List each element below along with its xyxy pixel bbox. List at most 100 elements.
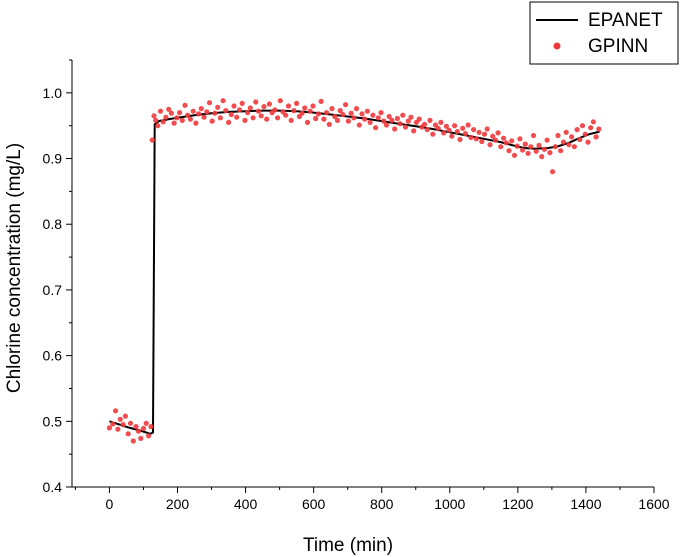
data-point-gpinn — [373, 125, 379, 131]
data-point-gpinn — [253, 99, 259, 105]
data-point-gpinn — [291, 108, 297, 114]
y-tick-label: 0.6 — [43, 348, 63, 364]
data-point-gpinn — [261, 104, 267, 110]
data-point-gpinn — [193, 120, 199, 126]
x-tick-label: 800 — [370, 496, 394, 512]
data-point-gpinn — [258, 113, 264, 119]
data-point-gpinn — [304, 119, 311, 125]
data-point-gpinn — [356, 122, 362, 128]
data-point-gpinn — [228, 111, 234, 118]
legend-label-gpinn: GPINN — [588, 36, 648, 57]
data-point-gpinn — [166, 106, 172, 112]
x-tick-label: 1600 — [638, 496, 669, 512]
data-point-gpinn — [378, 110, 384, 116]
data-point-gpinn — [511, 152, 518, 158]
data-point-gpinn — [528, 144, 534, 150]
data-point-gpinn — [313, 115, 319, 122]
data-point-gpinn — [530, 132, 537, 139]
x-tick-label: 1400 — [570, 496, 601, 512]
data-point-gpinn — [264, 116, 270, 122]
data-point-gpinn — [435, 125, 441, 131]
data-point-gpinn — [182, 102, 188, 108]
data-point-gpinn — [163, 114, 169, 120]
data-point-gpinn — [351, 115, 357, 121]
data-point-gpinn — [294, 100, 300, 106]
data-point-gpinn — [113, 408, 119, 414]
data-point-gpinn — [498, 144, 504, 150]
data-point-gpinn — [370, 112, 376, 118]
data-point-gpinn — [171, 120, 177, 126]
data-point-gpinn — [160, 119, 166, 125]
data-point-gpinn — [495, 130, 501, 136]
data-point-gpinn — [236, 107, 243, 113]
data-point-gpinn — [462, 131, 468, 137]
x-tick-label: 1200 — [502, 496, 533, 512]
data-point-gpinn — [536, 142, 542, 148]
data-point-gpinn — [408, 114, 414, 120]
data-point-gpinn — [326, 121, 332, 127]
data-point-gpinn — [321, 116, 327, 122]
legend-box — [529, 1, 679, 65]
data-point-gpinn — [367, 119, 373, 125]
y-tick-label: 0.9 — [43, 151, 63, 167]
data-point-gpinn — [135, 428, 141, 434]
data-point-gpinn — [275, 115, 281, 121]
data-point-gpinn — [394, 115, 400, 122]
data-point-gpinn — [299, 110, 305, 116]
data-point-gpinn — [593, 134, 599, 140]
data-point-gpinn — [492, 137, 498, 143]
data-point-gpinn — [110, 421, 116, 427]
data-point-gpinn — [471, 127, 477, 133]
data-point-gpinn — [206, 100, 213, 106]
data-point-gpinn — [520, 147, 526, 153]
data-point-gpinn — [266, 101, 272, 107]
data-point-gpinn — [187, 116, 193, 122]
data-point-gpinn — [168, 110, 174, 116]
data-point-gpinn — [590, 119, 597, 125]
legend-swatch-gpinn — [553, 42, 561, 50]
data-point-gpinn — [157, 108, 164, 114]
x-tick-label: 200 — [166, 496, 190, 512]
data-point-gpinn — [177, 110, 183, 116]
y-tick-label: 0.7 — [43, 282, 63, 298]
data-point-gpinn — [288, 117, 294, 123]
data-point-gpinn — [198, 106, 204, 112]
data-point-gpinn — [392, 126, 398, 132]
y-axis-title: Chlorine concentration (mg/L) — [4, 143, 25, 393]
y-tick-label: 1.0 — [43, 85, 63, 101]
data-point-gpinn — [533, 148, 539, 154]
data-point-gpinn — [443, 123, 449, 129]
data-point-gpinn — [588, 125, 594, 131]
data-point-gpinn — [525, 150, 531, 156]
data-point-gpinn — [283, 112, 289, 118]
data-point-gpinn — [465, 122, 471, 128]
data-point-gpinn — [302, 105, 308, 111]
y-tick-label: 0.4 — [43, 479, 63, 495]
data-point-gpinn — [353, 106, 360, 112]
data-point-gpinn — [226, 119, 232, 125]
data-point-gpinn — [506, 148, 512, 154]
data-point-gpinn — [345, 118, 351, 124]
data-point-gpinn — [133, 424, 139, 430]
data-point-gpinn — [122, 413, 128, 419]
data-point-gpinn — [579, 123, 586, 129]
data-point-gpinn — [149, 137, 155, 143]
plot-area — [106, 98, 602, 444]
data-point-gpinn — [539, 154, 545, 160]
data-point-gpinn — [402, 124, 409, 130]
data-point-gpinn — [250, 115, 256, 121]
legend: EPANET GPINN — [529, 1, 679, 65]
data-point-gpinn — [190, 108, 196, 114]
data-point-gpinn — [239, 100, 245, 106]
data-point-gpinn — [427, 117, 433, 123]
data-point-gpinn — [324, 110, 330, 116]
data-point-gpinn — [140, 425, 147, 432]
data-point-gpinn — [209, 118, 215, 124]
data-point-gpinn — [272, 107, 278, 113]
data-point-gpinn — [487, 142, 493, 148]
data-point-gpinn — [577, 136, 583, 143]
data-point-gpinn — [247, 105, 253, 111]
data-point-gpinn — [277, 98, 283, 104]
data-point-gpinn — [541, 146, 548, 152]
